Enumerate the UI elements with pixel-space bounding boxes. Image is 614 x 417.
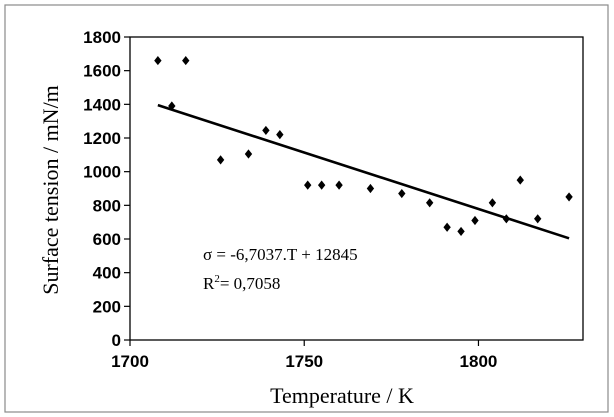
data-point xyxy=(216,155,225,165)
r-squared-label: R2= 0,7058 xyxy=(203,273,280,293)
y-axis-title: Surface tension / mN/m xyxy=(38,85,63,295)
data-point xyxy=(168,101,176,111)
y-tick-label: 800 xyxy=(93,196,121,215)
data-point xyxy=(457,226,465,237)
data-point xyxy=(502,214,511,224)
data-point xyxy=(534,214,542,224)
y-tick-label: 600 xyxy=(93,230,121,249)
y-tick-label: 1600 xyxy=(83,62,121,81)
data-point xyxy=(317,180,326,190)
data-point xyxy=(366,183,375,194)
data-point xyxy=(244,149,253,159)
data-point xyxy=(488,198,497,208)
y-tick-label: 400 xyxy=(93,264,121,283)
y-tick-label: 1400 xyxy=(83,95,121,114)
x-tick-label: 1800 xyxy=(460,352,498,371)
data-point xyxy=(565,192,573,202)
r-squared-superscript: 2 xyxy=(214,273,220,285)
trendline xyxy=(157,103,570,240)
data-point xyxy=(398,188,406,199)
trendline-equation: σ = -6,7037.T + 12845 xyxy=(203,245,358,264)
data-point xyxy=(335,180,343,190)
y-tick-label: 1000 xyxy=(83,163,121,182)
data-point xyxy=(154,55,162,66)
data-point xyxy=(443,222,451,232)
data-point xyxy=(182,55,190,66)
data-points xyxy=(154,55,573,237)
plot-area xyxy=(129,36,584,341)
x-tick-label: 1700 xyxy=(111,352,149,371)
y-tick-label: 200 xyxy=(93,297,121,316)
data-point xyxy=(304,180,312,190)
y-tick-label: 1200 xyxy=(83,129,121,148)
data-point xyxy=(276,130,284,140)
x-axis: 1700 1750 1800 xyxy=(111,340,497,371)
x-axis-title: Temperature / K xyxy=(270,383,414,408)
r-squared-prefix: R xyxy=(203,274,215,293)
data-point xyxy=(471,215,479,226)
data-point xyxy=(425,198,434,208)
y-tick-label: 0 xyxy=(112,331,121,350)
data-point xyxy=(262,125,270,136)
x-tick-label: 1750 xyxy=(285,352,323,371)
data-point xyxy=(516,175,524,185)
y-axis: 0 200 400 600 800 1000 1200 1400 1600 1800 xyxy=(83,28,130,350)
r-squared-value: = 0,7058 xyxy=(220,274,281,293)
y-tick-label: 1800 xyxy=(83,28,121,47)
